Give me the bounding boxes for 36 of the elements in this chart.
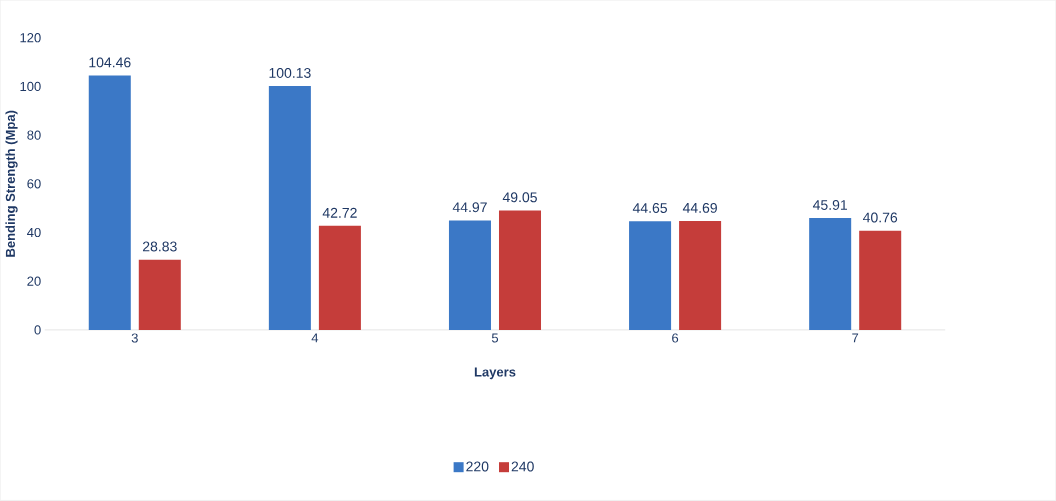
y-tick-label: 100 (20, 81, 41, 92)
bar (809, 218, 852, 331)
x-tick-label: 7 (852, 333, 859, 343)
y-tick-label: 60 (27, 179, 41, 189)
bar (268, 86, 311, 331)
legend-label: 240 (511, 461, 534, 472)
y-tick-label: 120 (20, 33, 41, 43)
y-tick-label: 20 (27, 276, 41, 286)
data-label: 44.65 (632, 203, 667, 214)
data-label: 42.72 (322, 208, 357, 218)
bar (859, 230, 902, 331)
y-tick-label: 40 (27, 228, 41, 238)
x-tick-label: 4 (311, 333, 319, 343)
data-label: 40.76 (862, 212, 898, 223)
y-axis-title: Bending Strength (Mpa) (5, 110, 18, 257)
data-label: 49.05 (502, 192, 537, 203)
x-axis-title: Layers (474, 367, 516, 380)
data-label: 104.46 (89, 57, 131, 68)
x-tick-label: 3 (131, 333, 138, 343)
bar (629, 221, 672, 331)
bar (679, 221, 722, 331)
y-tick-label: 0 (34, 325, 41, 335)
data-label: 44.69 (682, 203, 717, 214)
bar (138, 259, 181, 331)
legend-label: 220 (466, 461, 489, 472)
bar (88, 75, 131, 331)
bar (448, 220, 491, 331)
x-tick-label: 5 (491, 333, 499, 343)
data-label: 28.83 (142, 241, 177, 252)
data-label: 44.97 (452, 202, 487, 213)
x-tick-label: 6 (672, 333, 679, 343)
data-label: 45.91 (812, 200, 848, 211)
data-label: 100.13 (269, 68, 311, 79)
bar (318, 226, 361, 331)
y-tick-label: 80 (27, 130, 41, 140)
bar (498, 210, 542, 331)
